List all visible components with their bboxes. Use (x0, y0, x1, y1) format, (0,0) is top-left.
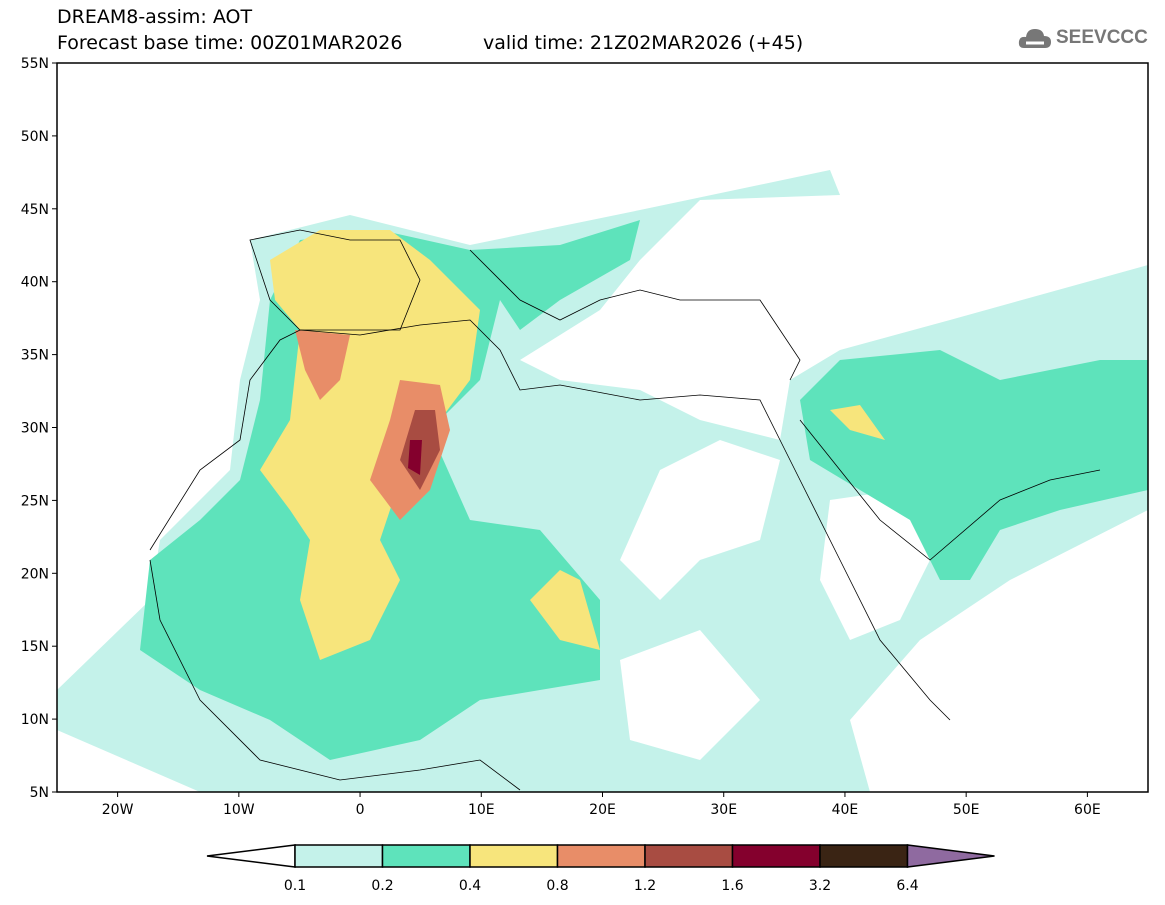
logo-text: SEEVCCC (1056, 27, 1148, 48)
lat-axis: 55N 50N 45N 40N 35N 30N 25N 20N 15N 10N 5N (21, 56, 57, 801)
product-title: DREAM8-assim: AOT (57, 6, 253, 28)
aot-0.2-0.4 (800, 350, 1148, 580)
colorbar-label: 1.2 (634, 878, 656, 894)
cloud-icon (1018, 29, 1051, 48)
lat-tick-label: 25N (21, 493, 49, 509)
seevccc-logo: SEEVCCC (1018, 26, 1148, 50)
colorbar-label: 0.8 (546, 878, 568, 894)
colorbar-label: 1.6 (721, 878, 743, 894)
aot-clear-patch (620, 630, 760, 760)
colorbar-bin (556, 844, 646, 868)
colorbar-label: 0.1 (284, 878, 306, 894)
lon-tick-label: 50E (953, 802, 980, 818)
colorbar-label: 0.4 (459, 878, 481, 894)
lon-tick-label: 60E (1074, 802, 1101, 818)
lon-tick-label: 40E (832, 802, 859, 818)
lat-tick-label: 40N (21, 275, 49, 291)
aot-0.4-0.8 (530, 570, 600, 650)
colorbar-bin (819, 844, 909, 868)
lat-tick-label: 45N (21, 202, 49, 218)
lat-tick-label: 35N (21, 348, 49, 364)
lon-tick-label: 10W (223, 802, 255, 818)
lat-tick-label: 20N (21, 566, 49, 582)
colorbar-label: 6.4 (896, 878, 918, 894)
aot-0.4-0.8 (830, 405, 885, 440)
lat-tick-label: 15N (21, 639, 49, 655)
colorbar-label: 3.2 (809, 878, 831, 894)
aot-clear-patch (820, 490, 930, 640)
lon-tick-label: 0 (356, 802, 365, 818)
lat-tick-label: 10N (21, 712, 49, 728)
aot-0.8-1.2 (295, 330, 350, 400)
colorbar-bin (294, 844, 384, 868)
aot-clear-patch (620, 440, 780, 600)
lon-tick-label: 30E (710, 802, 737, 818)
colorbar-label: 0.2 (371, 878, 393, 894)
aot-field (57, 170, 1148, 792)
colorbar: 0.1 0.2 0.4 0.8 1.2 1.6 3.2 6.4 (206, 844, 995, 894)
colorbar-bin (644, 844, 734, 868)
colorbar-bin (731, 844, 821, 868)
lon-axis: 20W 10W 0 10E 20E 30E 40E 50E 60E (102, 792, 1101, 818)
lon-tick-label: 10E (468, 802, 495, 818)
base-time: Forecast base time: 00Z01MAR2026 (57, 32, 403, 54)
lat-tick-label: 50N (21, 129, 49, 145)
colorbar-bin (469, 844, 559, 868)
valid-time: valid time: 21Z02MAR2026 (+45) (483, 32, 804, 54)
lat-tick-label: 5N (30, 785, 49, 801)
coastlines (149, 229, 1101, 791)
lat-tick-label: 55N (21, 56, 49, 72)
lat-tick-label: 30N (21, 421, 49, 437)
colorbar-over-arrow (906, 844, 995, 868)
lon-tick-label: 20W (102, 802, 134, 818)
lon-tick-label: 20E (589, 802, 616, 818)
colorbar-under-arrow (206, 844, 296, 868)
colorbar-bin (381, 844, 471, 868)
aot-1.6-3.2 (408, 440, 422, 475)
